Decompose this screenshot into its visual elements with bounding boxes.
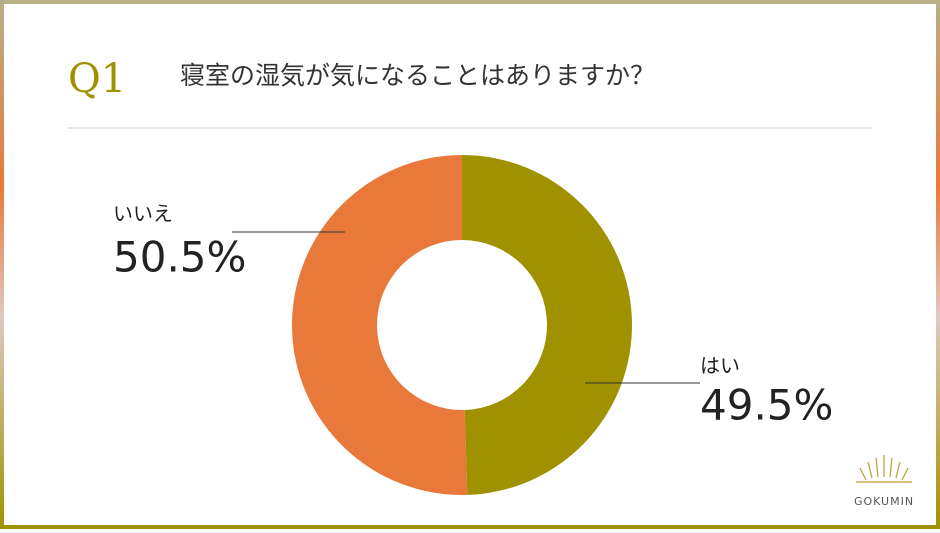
category-label: はい [700, 354, 740, 378]
question-label: Q1 [68, 56, 126, 102]
logo: GOKUMIN [854, 495, 914, 508]
chart-title: 寝室の湿気が気になることはありますか？ [180, 61, 655, 90]
value-label: 50.5% [113, 233, 246, 282]
value-label: 49.5% [700, 381, 833, 430]
pie-slice [462, 155, 633, 495]
logo-icon [856, 455, 912, 483]
category-label: いいえ [113, 202, 173, 226]
pie-slice [292, 155, 468, 495]
